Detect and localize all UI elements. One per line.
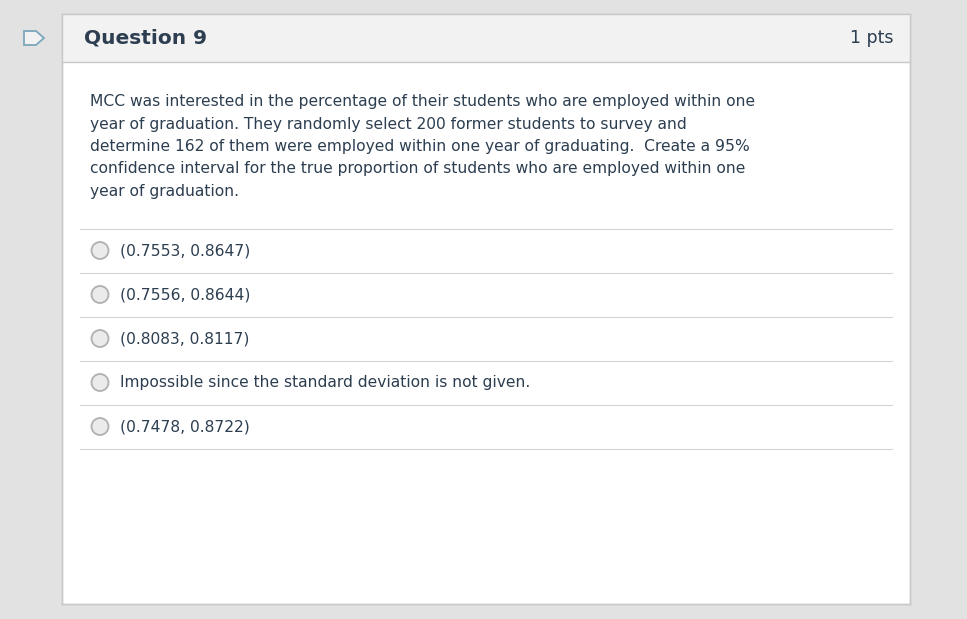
- Text: MCC was interested in the percentage of their students who are employed within o: MCC was interested in the percentage of …: [90, 94, 755, 109]
- Circle shape: [92, 242, 108, 259]
- Text: Question 9: Question 9: [84, 28, 207, 48]
- Circle shape: [92, 330, 108, 347]
- Text: (0.7553, 0.8647): (0.7553, 0.8647): [120, 243, 250, 258]
- Circle shape: [92, 418, 108, 435]
- Text: confidence interval for the true proportion of students who are employed within : confidence interval for the true proport…: [90, 162, 746, 176]
- FancyBboxPatch shape: [62, 14, 910, 62]
- Text: Impossible since the standard deviation is not given.: Impossible since the standard deviation …: [120, 375, 530, 390]
- Text: (0.7478, 0.8722): (0.7478, 0.8722): [120, 419, 249, 434]
- Text: (0.7556, 0.8644): (0.7556, 0.8644): [120, 287, 250, 302]
- Text: (0.8083, 0.8117): (0.8083, 0.8117): [120, 331, 249, 346]
- Text: year of graduation.: year of graduation.: [90, 184, 239, 199]
- Polygon shape: [24, 31, 44, 45]
- Text: year of graduation. They randomly select 200 former students to survey and: year of graduation. They randomly select…: [90, 116, 687, 131]
- Text: 1 pts: 1 pts: [851, 29, 894, 47]
- FancyBboxPatch shape: [62, 14, 910, 604]
- Circle shape: [92, 374, 108, 391]
- Text: determine 162 of them were employed within one year of graduating.  Create a 95%: determine 162 of them were employed with…: [90, 139, 749, 154]
- Circle shape: [92, 286, 108, 303]
